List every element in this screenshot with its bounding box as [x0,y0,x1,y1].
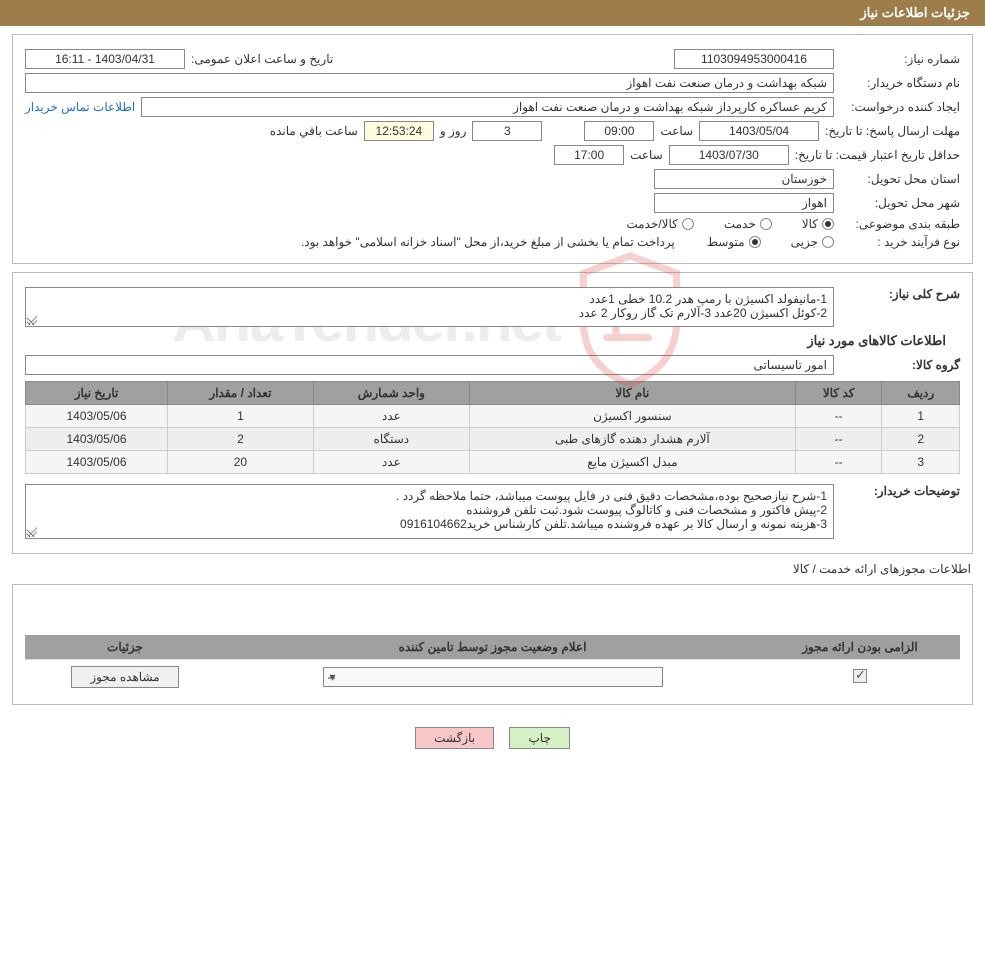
table-row: 3--مبدل اکسیژن مایععدد201403/05/06 [26,451,960,474]
items-table: ردیفکد کالانام کالاواحد شمارشتعداد / مقد… [25,381,960,474]
group-label: گروه کالا: [840,358,960,372]
table-row: 1--سنسور اکسیژنعدد11403/05/06 [26,405,960,428]
items-col-header: تعداد / مقدار [168,382,314,405]
validity-time: 17:00 [554,145,624,165]
category-radio-group: کالا خدمت کالا/خدمت [626,217,834,231]
buyer-org-label: نام دستگاه خریدار: [840,76,960,90]
needs-detail-section: شرح کلی نیاز: 1-مانیفولد اکسیژن با رمپ ه… [12,272,973,554]
items-col-header: نام کالا [469,382,795,405]
items-col-header: ردیف [882,382,960,405]
province-value: خوزستان [654,169,834,189]
deadline-label: مهلت ارسال پاسخ: تا تاریخ: [825,124,960,138]
deadline-date: 1403/05/04 [699,121,819,141]
payment-note: پرداخت تمام یا بخشی از مبلغ خرید،از محل … [301,235,675,249]
license-section: الزامی بودن ارائه مجوزاعلام وضعیت مجوز ت… [12,584,973,705]
validity-label: حداقل تاریخ اعتبار قیمت: تا تاریخ: [795,148,960,162]
radio-minor[interactable] [822,236,834,248]
need-description: 1-مانیفولد اکسیژن با رمپ هدر 10.2 خطی 1ع… [25,287,834,327]
buyer-contact-link[interactable]: اطلاعات تماس خریدار [25,100,135,114]
group-value: امور تاسیساتی [25,355,834,375]
radio-medium[interactable] [749,236,761,248]
days-label: روز و [440,124,467,138]
radio-service[interactable] [760,218,772,230]
deadline-time: 09:00 [584,121,654,141]
requester-label: ایجاد کننده درخواست: [840,100,960,114]
print-button[interactable]: چاپ [509,727,569,749]
radio-both[interactable] [682,218,694,230]
requester-value: کریم عساکره کارپرداز شبکه بهداشت و درمان… [141,97,834,117]
footer-buttons: چاپ بازگشت [0,713,985,763]
province-label: استان محل تحویل: [840,172,960,186]
radio-minor-label: جزیی [791,235,818,249]
license-table: الزامی بودن ارائه مجوزاعلام وضعیت مجوز ت… [25,635,960,694]
announce-label: تاریخ و ساعت اعلان عمومی: [191,52,333,66]
days-remaining: 3 [472,121,542,141]
buyer-org-value: شبکه بهداشت و درمان صنعت نفت اهواز [25,73,834,93]
announce-value: 1403/04/31 - 16:11 [25,49,185,69]
countdown-timer: 12:53:24 [364,121,434,141]
validity-date: 1403/07/30 [669,145,789,165]
view-license-button[interactable]: مشاهده مجوز [71,666,178,688]
time-label-2: ساعت [630,148,663,162]
license-status-select[interactable]: -- [323,667,663,687]
buyer-notes: 1-شرح نیازصحیح بوده،مشخصات دقیق فنی در ف… [25,484,834,539]
category-label: طبقه بندی موضوعی: [840,217,960,231]
license-row: -- مشاهده مجوز [25,660,960,695]
radio-medium-label: متوسط [707,235,745,249]
desc-label: شرح کلی نیاز: [840,287,960,301]
time-label-1: ساعت [660,124,693,138]
ptype-label: نوع فرآیند خرید : [840,235,960,249]
radio-goods-label: کالا [802,217,818,231]
license-col-header: الزامی بودن ارائه مجوز [760,635,960,660]
buyer-notes-label: توضیحات خریدار: [840,484,960,498]
license-required-checkbox[interactable] [853,669,867,683]
license-col-header: جزئیات [25,635,225,660]
items-col-header: واحد شمارش [313,382,469,405]
items-col-header: کد کالا [795,382,882,405]
need-no-label: شماره نیاز: [840,52,960,66]
city-label: شهر محل تحویل: [840,196,960,210]
city-value: اهواز [654,193,834,213]
radio-goods[interactable] [822,218,834,230]
page-title: جزئیات اطلاعات نیاز [860,5,970,20]
items-header: اطلاعات کالاهای مورد نیاز [39,333,946,349]
need-info-section: شماره نیاز: 1103094953000416 تاریخ و ساع… [12,34,973,264]
license-col-header: اعلام وضعیت مجوز توسط تامین کننده [225,635,760,660]
remaining-label: ساعت باقي مانده [270,124,358,138]
table-row: 2--آلارم هشدار دهنده گازهای طبیدستگاه214… [26,428,960,451]
back-button[interactable]: بازگشت [415,727,494,749]
radio-service-label: خدمت [724,217,756,231]
ptype-radio-group: جزیی متوسط [707,235,834,249]
radio-both-label: کالا/خدمت [626,217,677,231]
license-header: اطلاعات مجوزهای ارائه خدمت / کالا [14,562,971,576]
items-col-header: تاریخ نیاز [26,382,168,405]
page-title-bar: جزئیات اطلاعات نیاز [0,0,985,26]
need-no-value: 1103094953000416 [674,49,834,69]
